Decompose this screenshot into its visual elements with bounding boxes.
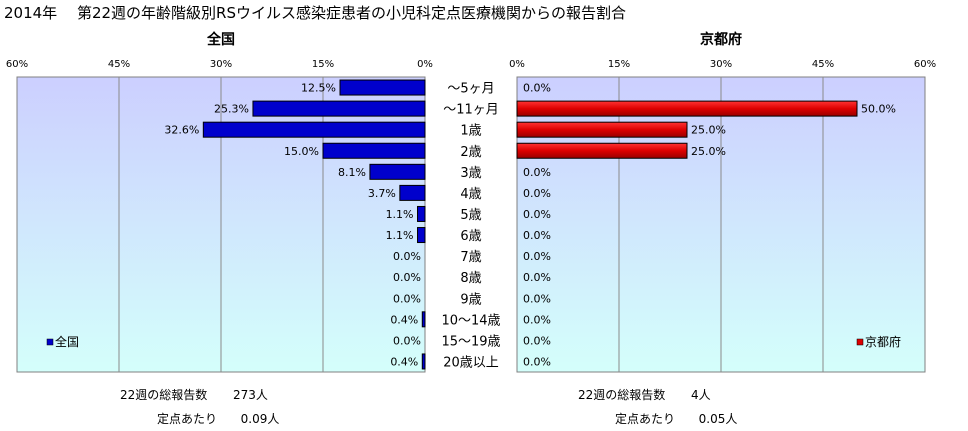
kyoto-total-reports: 22週の総報告数 4人 [578,386,711,403]
bar-national-6 [417,205,426,222]
data-label: 0.0% [523,292,551,305]
national-per-label: 定点あたり [157,412,218,426]
kyoto-per-sentinel: 定点あたり 0.05人 [615,410,737,427]
data-label: 25.0% [691,145,726,158]
bar-national-1 [252,100,426,117]
data-label: 0.0% [523,82,551,95]
data-label: 32.6% [164,124,199,137]
x-tick-label: 60% [914,59,936,70]
data-label: 0.0% [523,166,551,179]
national-per-value: 0.09人 [240,412,280,426]
category-label: 〜11ヶ月 [443,103,499,118]
data-label: 25.3% [214,103,249,116]
bar-national-7 [417,227,426,244]
category-label: 7歳 [460,250,481,265]
data-label: 0.4% [390,355,418,368]
data-label: 0.0% [523,271,551,284]
x-tick-label: 15% [312,59,334,70]
legend-swatch-kyoto [856,338,864,346]
category-label: 10〜14歳 [441,313,500,328]
national-total-reports: 22週の総報告数 273人 [120,386,268,403]
national-per-sentinel: 定点あたり 0.09人 [157,410,279,427]
age-category-labels: 〜5ヶ月〜11ヶ月 1歳 2歳 3歳 4歳 5歳 6歳 7歳 8歳 9歳 10〜14歳 15〜19歳 2… [441,82,500,371]
x-tick-label: 15% [608,59,630,70]
x-tick-label: 45% [108,59,130,70]
legend-label-national: 全国 [55,334,79,349]
bar-kyoto-3 [516,142,688,159]
data-label: 0.0% [393,334,421,347]
bar-national-4 [369,163,426,180]
panel-title-kyoto: 京都府 [700,31,742,48]
data-label: 8.1% [338,166,366,179]
data-label: 0.0% [393,271,421,284]
category-label: 1歳 [460,124,481,139]
national-chart-panel: 60% 45% 30% 15% 0% 全国 12.5% 25.3% 32.6% 15.0% 8.1%… [6,31,433,373]
bar-national-0 [339,79,426,96]
bar-kyoto-2 [516,121,688,138]
legend-label-kyoto: 京都府 [865,334,901,349]
data-label: 0.0% [393,292,421,305]
data-label: 0.0% [523,313,551,326]
category-label: 5歳 [460,208,481,223]
x-tick-label: 60% [6,59,28,70]
category-label: 15〜19歳 [441,334,500,349]
category-label: 8歳 [460,271,481,286]
data-label: 0.0% [523,355,551,368]
category-label: 6歳 [460,229,481,244]
data-label: 0.0% [523,250,551,263]
x-tick-label: 0% [509,59,525,70]
x-tick-label: 30% [210,59,232,70]
category-label: 9歳 [460,292,481,307]
kyoto-per-label: 定点あたり [615,412,676,426]
national-total-label: 22週の総報告数 [120,388,208,402]
category-label: 4歳 [460,187,481,202]
kyoto-total-label: 22週の総報告数 [578,388,666,402]
data-label: 0.0% [523,229,551,242]
data-label: 12.5% [301,82,336,95]
data-label: 50.0% [861,103,896,116]
bar-kyoto-1 [516,100,858,117]
category-label: 3歳 [460,166,481,181]
kyoto-per-value: 0.05人 [698,412,738,426]
data-label: 15.0% [284,145,319,158]
data-label: 1.1% [386,208,414,221]
category-label: 20歳以上 [443,355,499,370]
bar-national-5 [399,184,426,201]
kyoto-chart-panel: 0% 15% 30% 45% 60% 京都府 0.0% 50.0% 25.0% 25.0% 0.0%… [509,31,936,373]
bar-national-3 [322,142,426,159]
panel-title-national: 全国 [206,31,235,48]
bar-national-11 [421,311,426,328]
main-title: 2014年 第22週の年齢階級別RSウイルス感染症患者の小児科定点医療機関からの… [4,4,626,22]
data-label: 0.0% [523,334,551,347]
x-tick-label: 0% [417,59,433,70]
data-label: 25.0% [691,124,726,137]
category-label: 〜5ヶ月 [447,82,494,97]
data-label: 3.7% [368,187,396,200]
bar-national-13 [421,353,426,370]
data-label: 1.1% [386,229,414,242]
legend-swatch-national [46,338,54,346]
data-label: 0.0% [523,187,551,200]
bar-national-2 [202,121,426,138]
x-tick-label: 45% [812,59,834,70]
x-tick-label: 30% [710,59,732,70]
data-label: 0.0% [393,250,421,263]
category-label: 2歳 [460,145,481,160]
national-total-value: 273人 [232,388,268,402]
data-label: 0.0% [523,208,551,221]
data-label: 0.4% [390,313,418,326]
kyoto-total-value: 4人 [690,388,711,402]
